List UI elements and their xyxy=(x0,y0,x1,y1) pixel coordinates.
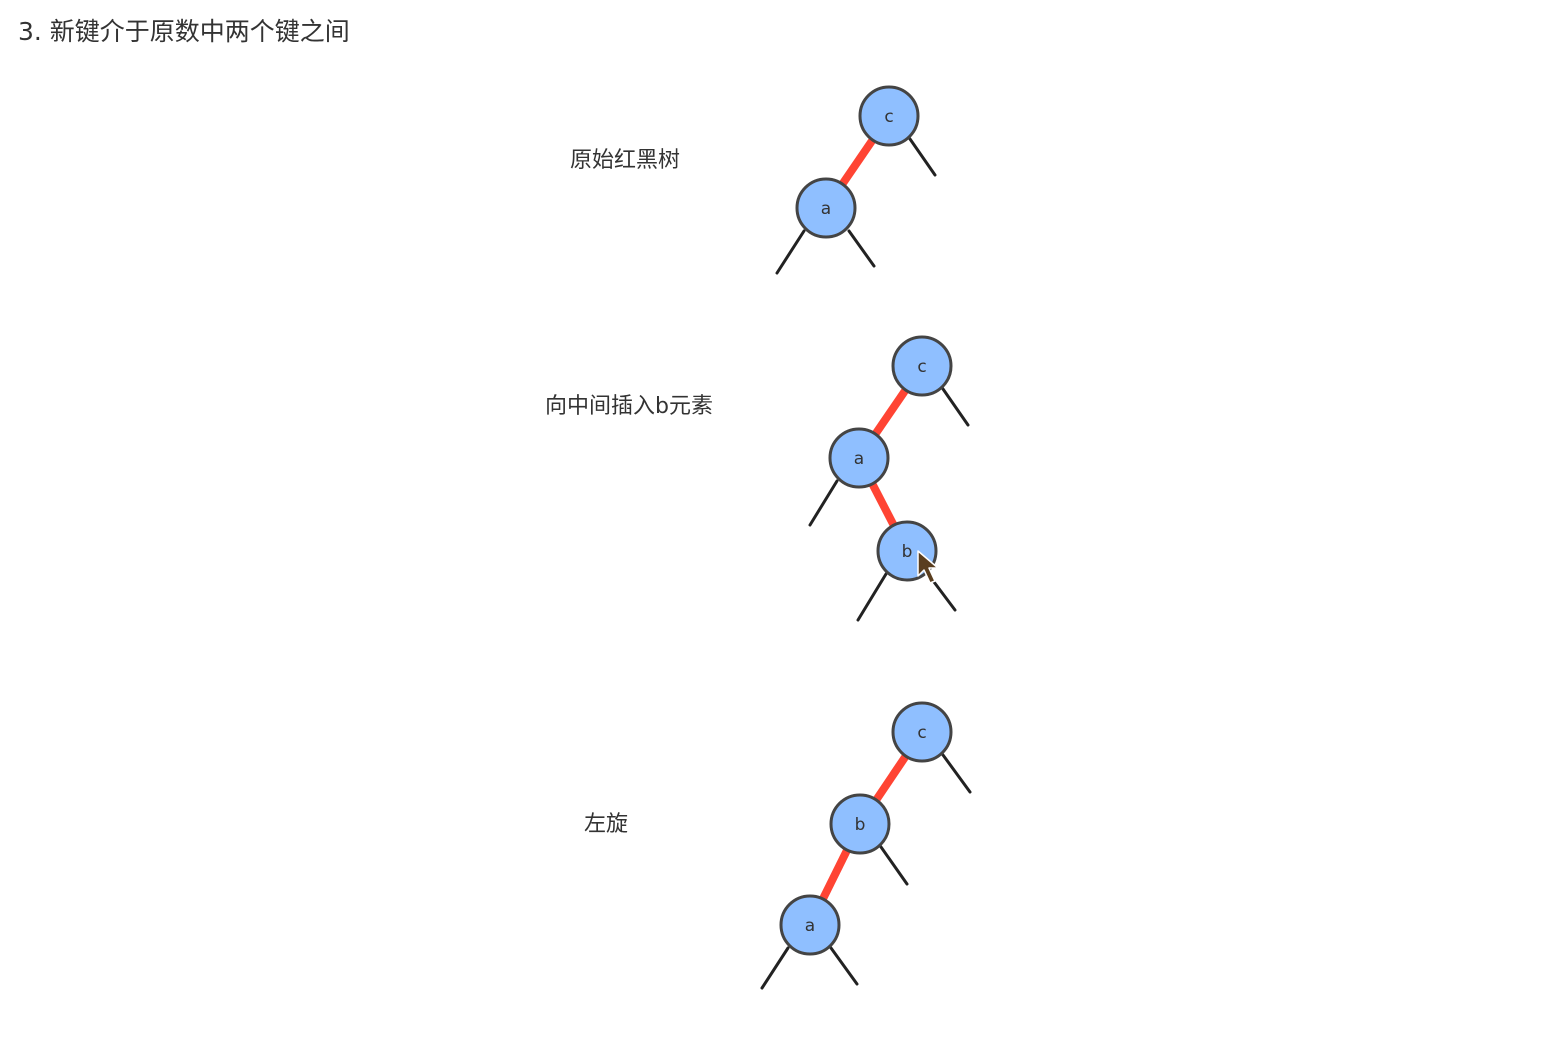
panel-label-original: 原始红黑树 xyxy=(570,148,681,173)
tree-node-label: c xyxy=(917,357,926,377)
panel-label-insert-b: 向中间插入b元素 xyxy=(545,394,713,419)
black-link xyxy=(908,137,937,177)
black-link xyxy=(775,229,806,275)
black-link xyxy=(808,479,839,527)
tree-node-label: c xyxy=(884,107,893,127)
tree-node-label: b xyxy=(902,542,913,562)
black-link xyxy=(941,387,970,427)
panel-label-rotate-left: 左旋 xyxy=(584,812,629,837)
black-link xyxy=(856,572,888,622)
tree-node-label: a xyxy=(821,199,831,219)
black-link xyxy=(879,845,909,886)
tree-node-label: c xyxy=(917,723,926,743)
black-link xyxy=(847,229,876,268)
tree-node-c xyxy=(858,85,920,147)
tree-node-a xyxy=(828,427,890,489)
black-link xyxy=(760,946,790,990)
section-heading: 3. 新键介于原数中两个键之间 xyxy=(18,17,350,46)
tree-node-c xyxy=(891,335,953,397)
tree-node-label: a xyxy=(805,916,815,936)
tree-node-a xyxy=(795,177,857,239)
tree-node-a xyxy=(779,894,841,956)
tree-node-b xyxy=(829,793,891,855)
tree-node-label: b xyxy=(855,815,866,835)
black-link xyxy=(941,753,972,794)
tree-node-c xyxy=(891,701,953,763)
black-link xyxy=(829,946,859,986)
tree-node-label: a xyxy=(854,449,864,469)
mouse-cursor-icon xyxy=(917,550,939,584)
